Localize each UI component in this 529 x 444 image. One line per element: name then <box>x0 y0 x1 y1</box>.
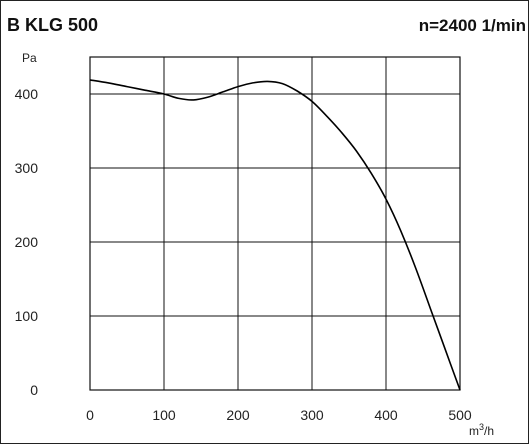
x-axis-label-superscript: 3 <box>479 422 484 432</box>
x-tick-label: 200 <box>226 407 250 423</box>
x-axis-label-base: m <box>469 424 479 438</box>
y-tick-label: 100 <box>15 308 39 324</box>
y-tick-label: 300 <box>15 160 39 176</box>
speed-annotation: n=2400 1/min <box>419 16 526 35</box>
y-tick-label: 400 <box>15 86 39 102</box>
x-tick-labels: 0 100 200 300 400 500 <box>86 407 472 423</box>
y-axis-label: Pa <box>22 51 37 65</box>
x-tick-label: 500 <box>448 407 472 423</box>
x-axis-label: m3/h <box>469 422 494 438</box>
x-tick-label: 100 <box>152 407 176 423</box>
gridlines <box>89 57 461 391</box>
y-tick-label: 0 <box>30 382 38 398</box>
x-axis-label-tail: /h <box>484 424 494 438</box>
plot-area <box>89 56 461 391</box>
x-tick-label: 400 <box>374 407 398 423</box>
y-tick-labels: 0 100 200 300 400 <box>15 86 39 398</box>
x-tick-label: 0 <box>86 407 94 423</box>
performance-curve <box>89 79 461 391</box>
y-tick-label: 200 <box>15 234 39 250</box>
chart-title: B KLG 500 <box>7 15 98 35</box>
x-tick-label: 300 <box>300 407 324 423</box>
